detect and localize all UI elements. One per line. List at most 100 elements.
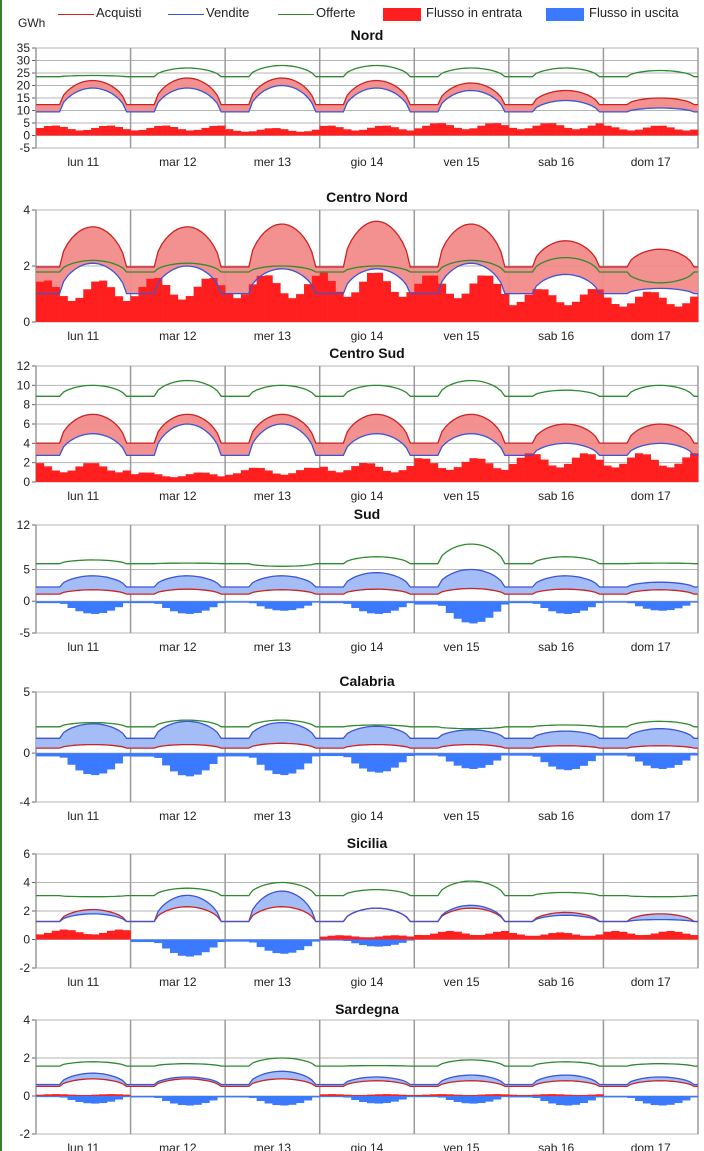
bar-flusso-in-uscita — [162, 1096, 171, 1102]
bar-flusso-in-uscita — [335, 939, 344, 941]
bar-flusso-in-uscita — [374, 939, 384, 947]
bar-flusso-in-entrata — [627, 303, 636, 322]
bar-flusso-in-entrata — [351, 292, 360, 322]
x-tick-label: sab 16 — [538, 155, 574, 169]
bar-flusso-in-entrata — [682, 130, 691, 136]
bar-flusso-in-uscita — [296, 1096, 305, 1104]
bar-flusso-in-entrata — [485, 463, 494, 482]
bar-flusso-in-uscita — [422, 753, 431, 756]
bar-flusso-in-uscita — [461, 753, 470, 769]
bar-flusso-in-entrata — [177, 476, 187, 482]
bar-flusso-in-uscita — [437, 1096, 447, 1098]
bar-flusso-in-entrata — [674, 129, 683, 136]
bar-flusso-in-uscita — [414, 601, 423, 605]
x-tick-label: mer 13 — [254, 640, 292, 654]
bar-flusso-in-entrata — [445, 293, 454, 322]
line-offerte — [36, 256, 698, 284]
bar-flusso-in-entrata — [532, 1094, 541, 1096]
bar-flusso-in-uscita — [611, 753, 620, 756]
bar-flusso-in-entrata — [374, 466, 384, 482]
bar-flusso-in-entrata — [579, 453, 588, 482]
bar-flusso-in-entrata — [106, 125, 116, 136]
x-tick-label: mar 12 — [159, 975, 197, 989]
bar-flusso-in-uscita — [359, 939, 368, 946]
y-tick-label: 6 — [23, 417, 30, 431]
bar-flusso-in-entrata — [508, 305, 518, 322]
y-tick-label: 8 — [23, 398, 30, 412]
x-tick-label: sab 16 — [538, 640, 574, 654]
bar-flusso-in-uscita — [201, 1096, 210, 1104]
bar-flusso-in-entrata — [303, 131, 313, 136]
bar-flusso-in-uscita — [280, 939, 289, 954]
bar-flusso-in-uscita — [335, 753, 344, 757]
y-tick-label: 10 — [17, 104, 31, 118]
bar-flusso-in-entrata — [524, 294, 533, 322]
bar-flusso-in-uscita — [422, 1096, 431, 1098]
line-acquisti — [36, 413, 698, 444]
x-tick-label: sab 16 — [538, 329, 574, 343]
bar-flusso-in-uscita — [264, 939, 273, 951]
bar-flusso-in-entrata — [579, 935, 588, 940]
bar-flusso-in-uscita — [540, 601, 549, 608]
x-tick-label: mar 12 — [159, 155, 197, 169]
bar-flusso-in-uscita — [548, 753, 557, 767]
bar-flusso-in-uscita — [154, 1096, 163, 1098]
line-acquisti — [36, 742, 698, 749]
bar-flusso-in-uscita — [634, 601, 644, 607]
bar-flusso-in-entrata — [296, 294, 305, 322]
bar-flusso-in-entrata — [548, 295, 557, 322]
bar-flusso-in-uscita — [516, 753, 525, 756]
y-tick-label: 2 — [23, 904, 30, 918]
chart-panel-centro-sud: Centro Sud 0 2 4 6 8 10 12 lun 11 mar 12 mer 13 gio… — [17, 345, 699, 503]
bar-flusso-in-uscita — [642, 1096, 652, 1104]
bar-flusso-in-entrata — [154, 277, 163, 322]
bar-flusso-in-uscita — [185, 601, 194, 614]
line-acquisti — [36, 1078, 698, 1088]
bar-flusso-in-uscita — [500, 753, 510, 756]
bar-flusso-in-uscita — [75, 753, 84, 771]
bar-flusso-in-uscita — [579, 1096, 588, 1104]
y-tick-label: 4 — [23, 876, 30, 890]
bar-flusso-in-entrata — [611, 304, 620, 322]
bar-flusso-in-entrata — [146, 278, 155, 322]
bar-flusso-in-uscita — [516, 1096, 525, 1098]
bar-flusso-in-uscita — [390, 753, 399, 768]
legend-swatch-offerte — [278, 14, 314, 15]
bar-flusso-in-uscita — [666, 753, 675, 768]
bar-flusso-in-uscita — [114, 753, 123, 764]
bar-flusso-in-entrata — [690, 296, 699, 322]
bar-flusso-in-uscita — [311, 753, 321, 757]
bar-flusso-in-entrata — [406, 465, 415, 482]
legend-label-vendite: Vendite — [206, 5, 250, 20]
bar-flusso-in-entrata — [508, 1094, 518, 1096]
bar-flusso-in-uscita — [351, 1096, 360, 1101]
bar-flusso-in-entrata — [43, 1094, 53, 1096]
bar-flusso-in-entrata — [453, 1094, 462, 1096]
bar-flusso-in-entrata — [485, 275, 494, 322]
bar-flusso-in-uscita — [240, 1096, 250, 1098]
bar-flusso-in-entrata — [437, 283, 447, 322]
bar-flusso-in-uscita — [367, 601, 376, 614]
chart-title: Centro Sud — [329, 345, 404, 361]
bar-flusso-in-uscita — [445, 601, 454, 614]
bar-flusso-in-entrata — [674, 463, 683, 482]
bar-flusso-in-uscita — [91, 601, 100, 614]
bar-flusso-in-uscita — [666, 601, 675, 611]
bar-flusso-in-uscita — [398, 753, 407, 763]
bar-flusso-in-entrata — [516, 457, 525, 482]
bar-flusso-in-uscita — [256, 939, 265, 948]
bar-flusso-in-uscita — [51, 601, 60, 604]
bar-flusso-in-uscita — [91, 753, 100, 776]
bar-flusso-in-uscita — [43, 601, 53, 604]
bar-flusso-in-uscita — [508, 753, 518, 756]
x-tick-label: dom 17 — [631, 155, 671, 169]
bar-flusso-in-entrata — [406, 292, 415, 322]
bar-flusso-in-entrata — [548, 1094, 557, 1096]
bar-flusso-in-uscita — [280, 753, 289, 776]
bar-flusso-in-entrata — [146, 472, 155, 482]
bar-flusso-in-entrata — [351, 130, 360, 136]
bar-flusso-in-entrata — [611, 127, 620, 136]
bar-flusso-in-entrata — [587, 125, 596, 136]
bar-flusso-in-entrata — [540, 1094, 549, 1096]
bar-flusso-in-uscita — [406, 601, 415, 604]
